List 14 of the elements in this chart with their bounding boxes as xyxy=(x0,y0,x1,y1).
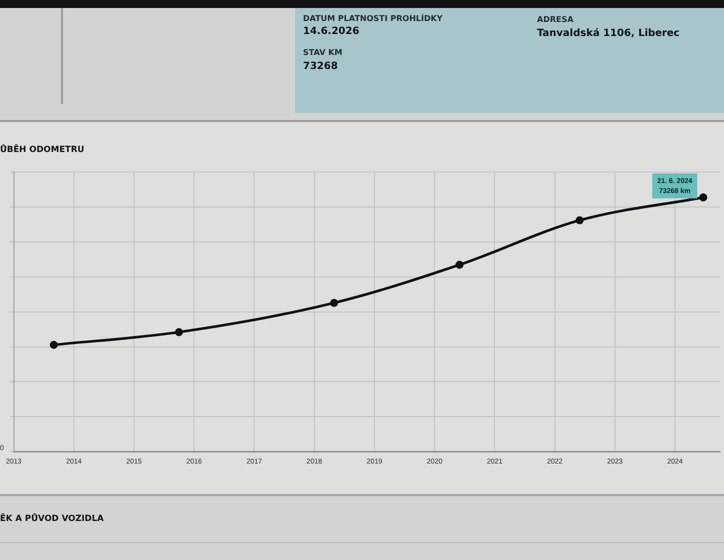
text: STAV KM xyxy=(303,48,342,57)
point xyxy=(174,328,183,336)
text: 73268 xyxy=(303,61,338,72)
text: DATUM PLATNOSTI PROHLÍDKY xyxy=(303,14,443,23)
text: 14.6.2026 xyxy=(303,26,360,37)
chart-title: ŮBĚH ODOMETRU xyxy=(0,145,84,155)
point xyxy=(330,298,338,307)
text: ADRESA xyxy=(537,15,574,24)
text: ĚK A PŮVOD VOZIDLA xyxy=(0,514,104,524)
point xyxy=(576,216,584,224)
text: Tanvaldská 1106, Liberec xyxy=(537,28,680,39)
point xyxy=(50,340,58,349)
point xyxy=(456,260,464,269)
point xyxy=(699,193,708,202)
